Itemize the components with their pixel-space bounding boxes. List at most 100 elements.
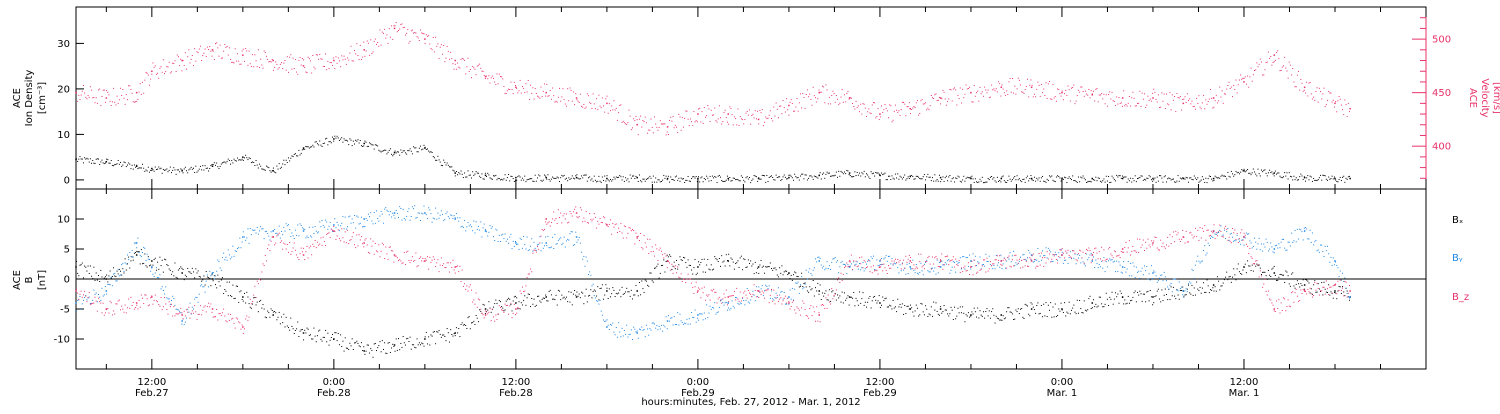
bz-sample xyxy=(286,249,287,250)
density-sample xyxy=(726,180,727,181)
bx-sample xyxy=(1100,297,1101,298)
bx-sample xyxy=(657,264,658,265)
density-sample xyxy=(92,160,93,161)
velocity-sample xyxy=(1181,110,1182,111)
density-sample xyxy=(1056,177,1057,178)
density-sample xyxy=(232,162,233,163)
velocity-sample xyxy=(798,111,799,112)
by-sample xyxy=(752,291,753,292)
velocity-point xyxy=(576,97,578,99)
bx-sample xyxy=(553,299,554,300)
velocity-sample xyxy=(120,88,121,89)
density-sample xyxy=(1306,177,1307,178)
density-sample xyxy=(1098,177,1099,178)
velocity-sample xyxy=(975,96,976,97)
velocity-sample xyxy=(888,117,889,118)
by-sample xyxy=(509,237,510,238)
density-sample xyxy=(697,181,698,182)
density-sample xyxy=(806,175,807,176)
velocity-sample xyxy=(1110,98,1111,99)
bx-sample xyxy=(191,273,192,274)
bx-sample xyxy=(1047,316,1048,317)
bx-sample xyxy=(1070,313,1071,314)
bx-sample xyxy=(652,280,653,281)
bz-sample xyxy=(234,323,235,324)
bx-sample xyxy=(821,299,822,300)
velocity-sample xyxy=(501,76,502,77)
velocity-point xyxy=(424,38,426,40)
velocity-sample xyxy=(213,51,214,52)
bx-sample xyxy=(1341,293,1342,294)
bx-sample xyxy=(697,273,698,274)
density-sample xyxy=(610,179,611,180)
by-sample xyxy=(645,336,646,337)
bx-sample xyxy=(319,330,320,331)
by-sample xyxy=(99,297,100,298)
by-sample xyxy=(601,311,602,312)
by-sample xyxy=(858,269,859,270)
velocity-sample xyxy=(695,121,696,122)
density-sample xyxy=(374,149,375,150)
by-sample xyxy=(162,286,163,287)
by-sample xyxy=(342,216,343,217)
bx-sample xyxy=(695,259,696,260)
bz-point xyxy=(485,314,487,316)
bx-sample xyxy=(864,305,865,306)
velocity-sample xyxy=(792,103,793,104)
density-sample xyxy=(302,149,303,150)
bx-sample xyxy=(436,331,437,332)
velocity-sample xyxy=(486,76,487,77)
bz-sample xyxy=(179,312,180,313)
bx-sample xyxy=(942,311,943,312)
velocity-sample xyxy=(181,70,182,71)
density-sample xyxy=(1279,176,1280,177)
velocity-sample xyxy=(335,56,336,57)
velocity-sample xyxy=(1070,101,1071,102)
bx-sample xyxy=(1074,312,1075,313)
by-sample xyxy=(1040,256,1041,257)
velocity-sample xyxy=(1157,101,1158,102)
bx-sample xyxy=(1321,282,1322,283)
by-sample xyxy=(1107,266,1108,267)
density-sample xyxy=(729,177,730,178)
velocity-sample xyxy=(781,113,782,114)
velocity-sample xyxy=(122,89,123,90)
density-sample xyxy=(1042,176,1043,177)
density-sample xyxy=(264,169,265,170)
bx-sample xyxy=(434,331,435,332)
density-sample xyxy=(508,174,509,175)
density-point xyxy=(1122,178,1124,180)
velocity-sample xyxy=(1187,93,1188,94)
by-sample xyxy=(187,309,188,310)
by-sample xyxy=(512,248,513,249)
bx-sample xyxy=(1138,295,1139,296)
by-sample xyxy=(776,293,777,294)
velocity-sample xyxy=(296,72,297,73)
bx-point xyxy=(212,278,214,280)
density-sample xyxy=(1036,178,1037,179)
density-sample xyxy=(682,179,683,180)
bx-sample xyxy=(957,308,958,309)
density-sample xyxy=(993,177,994,178)
density-sample xyxy=(627,178,628,179)
density-sample xyxy=(1020,180,1021,181)
bx-sample xyxy=(1340,286,1341,287)
by-sample xyxy=(823,266,824,267)
by-sample xyxy=(1022,254,1023,255)
density-sample xyxy=(209,168,210,169)
density-sample xyxy=(1019,178,1020,179)
bx-sample xyxy=(172,271,173,272)
by-sample xyxy=(1056,254,1057,255)
by-sample xyxy=(737,303,738,304)
velocity-sample xyxy=(1138,103,1139,104)
bx-sample xyxy=(714,256,715,257)
by-sample xyxy=(756,286,757,287)
density-sample xyxy=(353,141,354,142)
bx-sample xyxy=(287,325,288,326)
density-sample xyxy=(654,182,655,183)
bx-sample xyxy=(827,299,828,300)
by-sample xyxy=(528,250,529,251)
by-sample xyxy=(396,210,397,211)
by-sample xyxy=(783,299,784,300)
density-sample xyxy=(588,177,589,178)
